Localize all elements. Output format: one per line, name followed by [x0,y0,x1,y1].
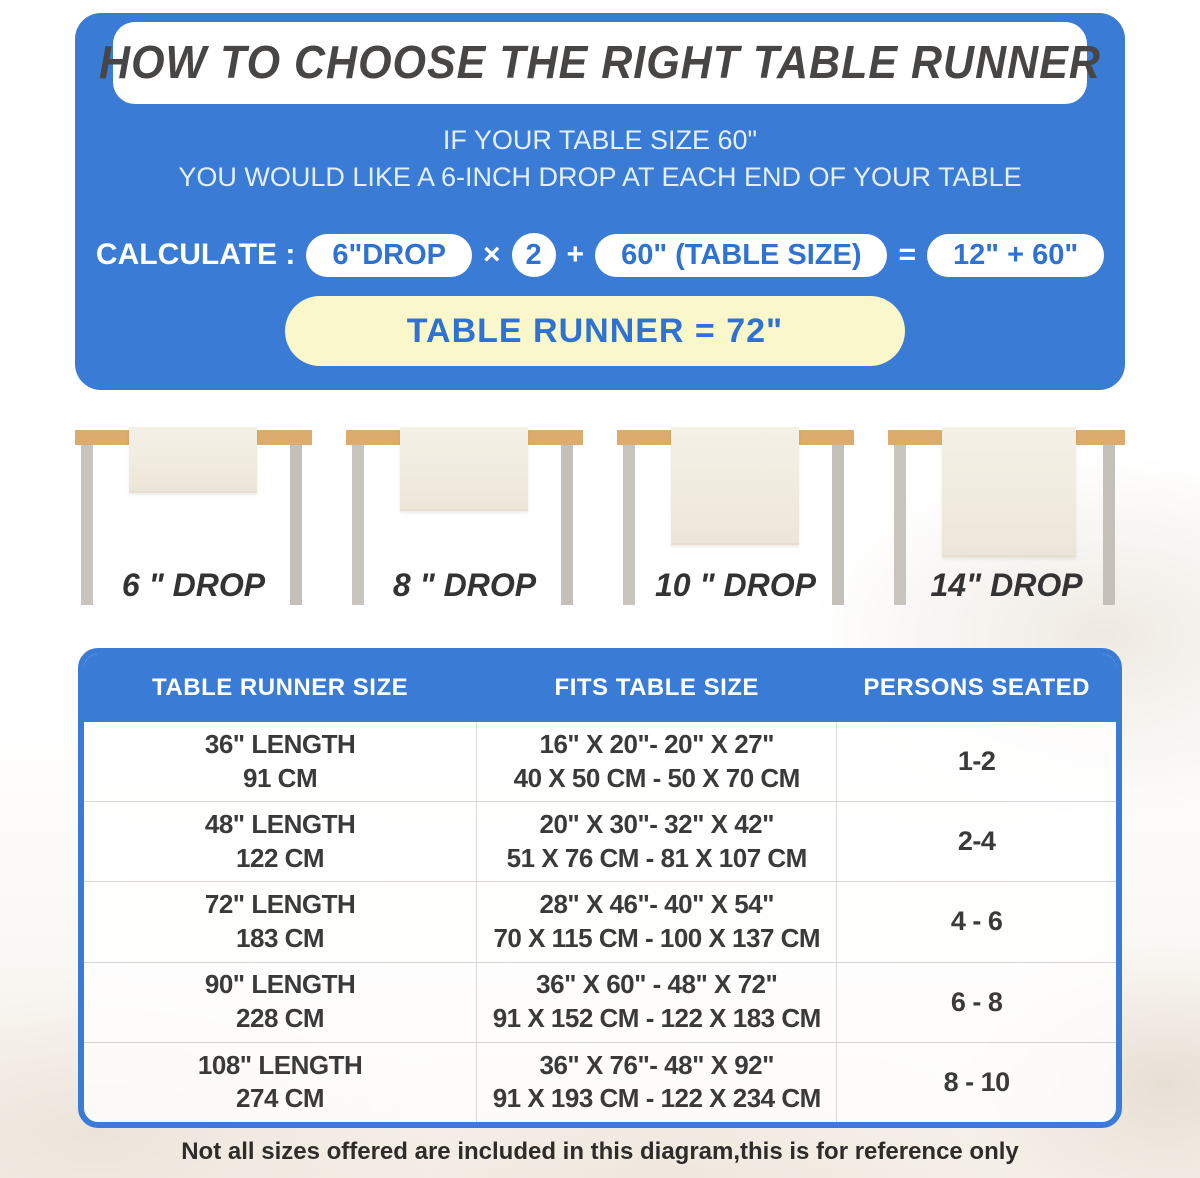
persons-count: 8 - 10 [943,1066,1011,1097]
runner-icon [129,427,257,493]
drop-label: 6 " DROP [121,567,266,603]
size-inches: 36" LENGTH [204,728,356,759]
fits-cm: 91 X 193 CM - 122 X 234 CM [492,1083,822,1114]
fits-size-cell: 20" X 30"- 32" X 42" 51 X 76 CM - 81 X 1… [476,802,838,882]
table-leg-icon [290,445,302,605]
table-diagram-14-drop: 14" DROP [888,425,1125,625]
fits-cm: 51 X 76 CM - 81 X 107 CM [506,842,808,873]
calculation-row: CALCULATE : 6"DROP × 2 + 60" (TABLE SIZE… [89,230,1111,280]
drop-label: 8 " DROP [392,567,537,603]
size-cm: 228 CM [236,1003,325,1034]
size-table: TABLE RUNNER SIZE FITS TABLE SIZE PERSON… [78,648,1122,1128]
runner-size-cell: 108" LENGTH 274 CM [84,1043,476,1122]
runner-icon [400,427,528,511]
fits-inches: 28" X 46"- 40" X 54" [539,889,775,920]
column-header-runner-size: TABLE RUNNER SIZE [152,674,409,701]
table-row: 48" LENGTH 122 CM 20" X 30"- 32" X 42" 5… [84,802,1116,883]
fits-size-cell: 36" X 60" - 48" X 72" 91 X 152 CM - 122 … [476,962,838,1042]
table-diagram-8-drop: 8 " DROP [346,425,583,625]
table-leg-icon [352,445,364,605]
size-cm: 274 CM [236,1083,325,1114]
runner-size-cell: 36" LENGTH 91 CM [84,722,476,801]
table-diagram-6-drop: 6 " DROP [75,425,312,625]
persons-count: 2-4 [957,826,996,857]
fits-inches: 20" X 30"- 32" X 42" [539,809,775,839]
table-size-pill: 60" (TABLE SIZE) [595,233,888,277]
table-row: 90" LENGTH 228 CM 36" X 60" - 48" X 72" … [84,962,1116,1043]
drop-diagrams: 6 " DROP 8 " DROP 10 " DROP 14" DROP [75,425,1125,625]
table-row: 36" LENGTH 91 CM 16" X 20"- 20" X 27" 40… [84,722,1116,803]
fits-inches: 36" X 76"- 48" X 92" [539,1049,775,1080]
runner-icon [942,427,1076,557]
fits-cm: 40 X 50 CM - 50 X 70 CM [513,762,801,793]
table-leg-icon [894,445,906,605]
size-inches: 72" LENGTH [204,889,356,920]
table-leg-icon [561,445,573,605]
multiplier-badge: 2 [511,233,556,277]
persons-cell: 2-4 [837,802,1116,881]
size-cm: 91 CM [243,762,318,793]
footer-note: Not all sizes offered are included in th… [181,1138,1019,1165]
equals-sign: = [898,238,917,271]
table-leg-icon [623,445,635,605]
persons-cell: 6 - 8 [837,963,1116,1042]
page-title: HOW TO CHOOSE THE RIGHT TABLE RUNNER [99,36,1101,89]
column-header-persons: PERSONS SEATED [863,674,1090,701]
size-table-body: 36" LENGTH 91 CM 16" X 20"- 20" X 27" 40… [84,722,1116,1122]
persons-count: 6 - 8 [950,986,1003,1017]
runner-size-cell: 90" LENGTH 228 CM [84,963,476,1042]
fits-cm: 91 X 152 CM - 122 X 183 CM [492,1003,822,1034]
calculate-label: CALCULATE : [95,238,296,271]
fits-inches: 36" X 60" - 48" X 72" [536,969,778,1000]
table-leg-icon [81,445,93,605]
drop-label: 10 " DROP [655,567,816,603]
fits-size-cell: 36" X 76"- 48" X 92" 91 X 193 CM - 122 X… [476,1042,838,1122]
table-diagram-10-drop: 10 " DROP [617,425,854,625]
persons-cell: 8 - 10 [837,1043,1116,1122]
subtitle-line2: YOU WOULD LIKE A 6-INCH DROP AT EACH END… [178,162,1022,192]
subtitle-line1: IF YOUR TABLE SIZE 60" [442,125,758,155]
size-inches: 90" LENGTH [204,969,356,1000]
multiply-sign: × [483,238,501,271]
size-inches: 48" LENGTH [204,809,356,839]
persons-cell: 1-2 [837,722,1116,801]
table-leg-icon [832,445,844,605]
table-leg-icon [1103,445,1115,605]
size-table-header: TABLE RUNNER SIZE FITS TABLE SIZE PERSON… [84,654,1116,722]
drop-label: 14" DROP [930,567,1083,603]
fits-size-cell: 28" X 46"- 40" X 54" 70 X 115 CM - 100 X… [476,882,838,962]
table-row: 72" LENGTH 183 CM 28" X 46"- 40" X 54" 7… [84,882,1116,963]
column-header-fits-size: FITS TABLE SIZE [554,674,759,701]
runner-icon [671,427,799,545]
size-cm: 122 CM [236,842,325,873]
runner-size-cell: 48" LENGTH 122 CM [84,802,476,881]
plus-sign: + [566,238,585,271]
fits-cm: 70 X 115 CM - 100 X 137 CM [493,923,821,953]
drop-pill: 6"DROP [306,233,473,277]
size-inches: 108" LENGTH [197,1049,363,1080]
persons-count: 1-2 [957,746,996,777]
fits-inches: 16" X 20"- 20" X 27" [539,728,775,759]
result-banner: TABLE RUNNER = 72" [285,296,905,366]
runner-size-cell: 72" LENGTH 183 CM [84,882,476,961]
sum-pill: 12" + 60" [927,233,1105,277]
persons-count: 4 - 6 [950,906,1003,937]
title-banner: HOW TO CHOOSE THE RIGHT TABLE RUNNER [99,22,1100,104]
size-cm: 183 CM [236,923,325,953]
fits-size-cell: 16" X 20"- 20" X 27" 40 X 50 CM - 50 X 7… [476,722,838,802]
persons-cell: 4 - 6 [837,882,1116,961]
header-panel: HOW TO CHOOSE THE RIGHT TABLE RUNNER IF … [75,13,1125,390]
table-row: 108" LENGTH 274 CM 36" X 76"- 48" X 92" … [84,1042,1116,1122]
result-text: TABLE RUNNER = 72" [406,311,784,350]
